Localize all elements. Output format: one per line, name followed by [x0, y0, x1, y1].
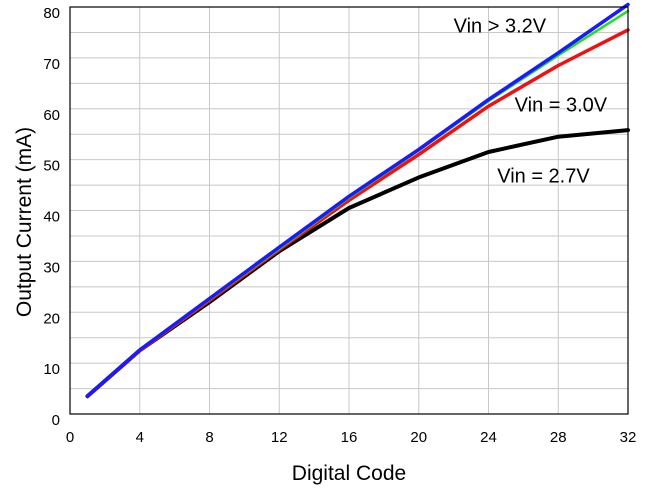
series-lines — [85, 2, 630, 399]
annotation-label-0: Vin > 3.2V — [454, 15, 547, 37]
grid — [70, 7, 628, 414]
y-tick-label-6: 60 — [43, 107, 60, 124]
x-tick-label-7: 28 — [550, 429, 567, 446]
y-tick-label-2: 20 — [43, 310, 60, 327]
y-tick-label-5: 50 — [43, 158, 60, 175]
y-tick-label-8: 80 — [43, 5, 60, 22]
x-tick-label-0: 0 — [66, 429, 74, 446]
x-tick-label-6: 24 — [480, 429, 497, 446]
x-tick-label-8: 32 — [620, 429, 637, 446]
series-line-1 — [85, 28, 630, 398]
annotations: Vin > 3.2V Vin = 3.0V Vin = 2.7V — [454, 15, 608, 187]
x-tick-label-2: 8 — [205, 429, 213, 446]
y-tick-labels: 0 10 20 30 40 50 60 70 80 — [43, 5, 60, 429]
y-tick-label-7: 70 — [43, 56, 60, 73]
y-tick-label-0: 0 — [52, 412, 60, 429]
x-tick-label-5: 20 — [410, 429, 427, 446]
x-tick-label-1: 4 — [136, 429, 144, 446]
series-line-3 — [85, 2, 630, 398]
x-axis-title: Digital Code — [292, 462, 406, 485]
annotation-label-1: Vin = 3.0V — [515, 94, 608, 116]
y-tick-label-3: 30 — [43, 259, 60, 276]
y-tick-label-1: 10 — [43, 361, 60, 378]
x-tick-labels: 0 4 8 12 16 20 24 28 32 — [66, 429, 637, 446]
x-tick-label-4: 16 — [341, 429, 358, 446]
x-tick-label-3: 12 — [271, 429, 288, 446]
annotation-label-2: Vin = 2.7V — [497, 166, 590, 188]
plot-frame — [69, 6, 629, 415]
y-tick-label-4: 40 — [43, 209, 60, 226]
y-axis-title: Output Current (mA) — [13, 127, 36, 317]
